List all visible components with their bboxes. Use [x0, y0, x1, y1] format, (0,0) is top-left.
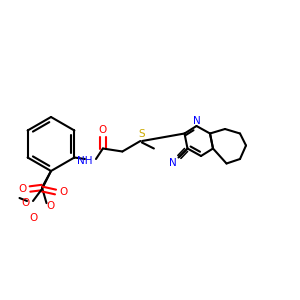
Text: O: O — [18, 184, 26, 194]
Text: N: N — [169, 158, 176, 168]
Text: O: O — [59, 187, 67, 197]
Text: O: O — [29, 213, 38, 223]
Text: O: O — [47, 201, 55, 211]
Text: S: S — [139, 129, 145, 139]
Text: O: O — [22, 197, 30, 208]
Text: N: N — [193, 116, 200, 126]
Text: NH: NH — [77, 155, 93, 166]
Text: O: O — [99, 125, 107, 135]
